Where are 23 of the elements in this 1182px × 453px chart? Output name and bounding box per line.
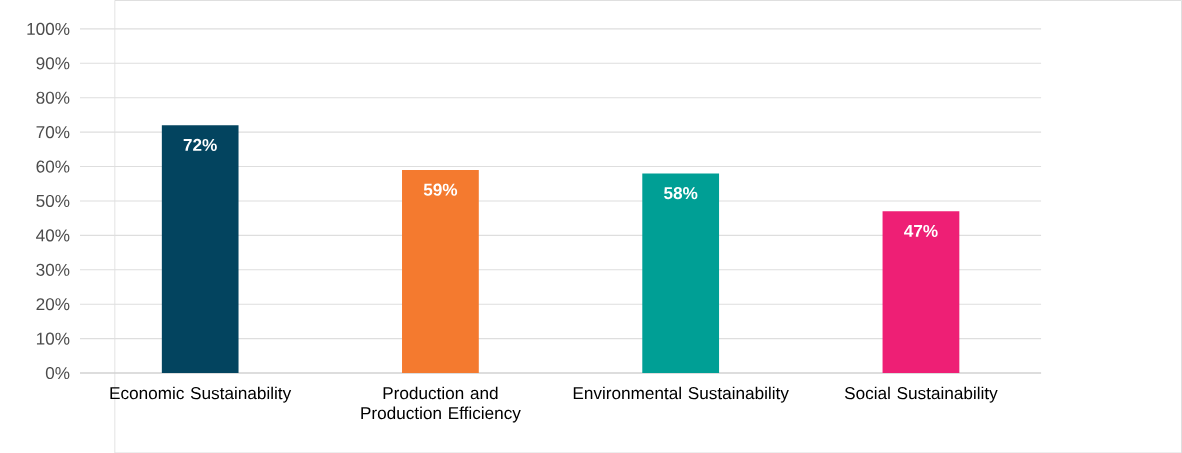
- y-tick-label: 80%: [36, 91, 70, 104]
- y-tick-label: 70%: [36, 125, 70, 138]
- data-label: 47%: [904, 224, 938, 237]
- y-tick-label: 10%: [36, 332, 70, 345]
- data-label: 72%: [183, 138, 217, 151]
- x-tick-label: Environmental Sustainability: [573, 386, 789, 403]
- bar: [161, 125, 239, 373]
- y-tick-label: 20%: [36, 297, 70, 311]
- bar: [642, 173, 720, 373]
- x-tick-label: Production and Production Efficiency: [361, 386, 521, 423]
- y-tick-label: 0%: [45, 366, 70, 379]
- y-tick-label: 30%: [36, 263, 70, 276]
- y-tick-label: 40%: [36, 229, 70, 242]
- y-tick-label: 50%: [36, 194, 70, 207]
- bar: [882, 211, 960, 373]
- bar: [402, 169, 479, 373]
- y-tick-label: 90%: [36, 57, 70, 70]
- data-label: 59%: [423, 183, 458, 196]
- x-tick-label: Social Sustainability: [844, 386, 998, 403]
- data-label: 58%: [664, 186, 698, 199]
- y-tick-label: 100%: [27, 22, 70, 35]
- y-tick-label: 60%: [36, 160, 70, 173]
- x-tick-label: Economic Sustainability: [110, 386, 292, 403]
